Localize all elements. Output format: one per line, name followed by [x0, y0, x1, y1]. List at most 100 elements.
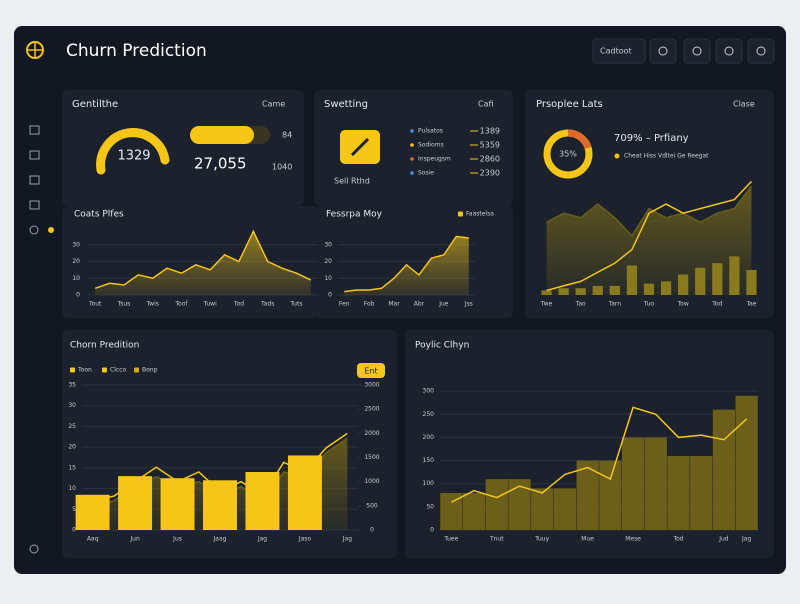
- gauge-value: 1329: [117, 149, 150, 164]
- active-dot: [48, 227, 54, 233]
- bar: [245, 472, 280, 530]
- app-title: Churn Prediction: [66, 41, 207, 61]
- bar: [735, 395, 758, 530]
- row-label: Inspeugsm: [418, 156, 451, 163]
- bar: [287, 455, 322, 530]
- y-tick-label: 150: [423, 457, 435, 464]
- y2-tick-label: 2500: [364, 406, 379, 413]
- x-tick-label: Mue: [581, 536, 594, 543]
- total: 27,055: [194, 155, 247, 173]
- x-tick-label: Fob: [364, 301, 375, 308]
- legend-text: Cheat Hiss Vdltei Ge Reegat: [624, 153, 709, 160]
- y-tick-label: 100: [423, 480, 435, 487]
- x-tick-label: Jaag: [213, 536, 227, 543]
- dropdown[interactable]: Came: [262, 100, 285, 109]
- icon: [724, 46, 734, 56]
- x-tick-label: Tod: [233, 301, 244, 308]
- nav-icon[interactable]: [29, 150, 40, 160]
- x-tick-label: Mese: [625, 536, 641, 543]
- sidebar: [29, 125, 40, 554]
- bar: [643, 283, 655, 295]
- x-tick-label: Jag: [257, 536, 267, 543]
- bar: [440, 492, 463, 530]
- panel-title: Gentilthe: [72, 99, 118, 110]
- bar: [678, 274, 689, 295]
- header-button[interactable]: [592, 38, 646, 64]
- chip[interactable]: [357, 363, 385, 378]
- stat: 1040: [272, 163, 292, 172]
- x-tick-label: Jud: [718, 536, 729, 543]
- y-tick-label: 0: [430, 527, 434, 534]
- area-line: [344, 235, 469, 293]
- bar: [558, 288, 569, 295]
- bar: [575, 288, 586, 295]
- area-line: [94, 229, 312, 290]
- nav-icon[interactable]: [29, 200, 40, 210]
- x-tick-label: Tuts: [289, 301, 302, 308]
- legend-dot: [614, 153, 620, 159]
- chart-title: Chorn Predition: [70, 341, 139, 351]
- legend-swatch: [134, 367, 139, 373]
- y-tick-label: 30: [68, 402, 76, 409]
- nav-icon[interactable]: [29, 175, 40, 185]
- x-tick-label: Tnut: [489, 536, 504, 543]
- y-tick-label: 250: [423, 411, 435, 418]
- x-tick-label: Mar: [388, 301, 400, 308]
- icon: [756, 46, 766, 56]
- row-value: 1389: [480, 127, 500, 136]
- legend-swatch: [102, 367, 107, 373]
- bar: [729, 256, 740, 295]
- x-tick-label: Tout: [88, 301, 102, 308]
- y-tick-label: 10: [72, 275, 80, 282]
- icon-button[interactable]: [683, 38, 711, 64]
- x-tick-label: Jag: [342, 536, 352, 543]
- bar: [462, 492, 486, 530]
- row-label: Sodioms: [418, 142, 444, 149]
- nav-icon[interactable]: [29, 125, 40, 135]
- x-tick-label: Jun: [129, 536, 140, 543]
- y-tick-label: 50: [426, 503, 434, 510]
- row-dot: [410, 157, 414, 161]
- line: [451, 406, 748, 503]
- x-tick-label: Toof: [174, 301, 188, 308]
- dropdown[interactable]: Cafi: [478, 100, 494, 109]
- y2-tick-label: 2000: [364, 430, 379, 437]
- line: [92, 432, 348, 502]
- y-tick-label: 35: [68, 382, 76, 389]
- icon-button[interactable]: [747, 38, 775, 64]
- row-value: 5359: [480, 141, 500, 150]
- x-tick-label: Tow: [677, 301, 689, 308]
- gauge: [96, 128, 170, 175]
- bar: [712, 263, 723, 295]
- donut-label: 35%: [559, 150, 577, 159]
- bar: [75, 494, 110, 530]
- icon-button[interactable]: [715, 38, 743, 64]
- nav-icon[interactable]: [29, 225, 39, 235]
- x-tick-label: Jus: [172, 536, 182, 543]
- y2-tick-label: 0: [370, 527, 374, 534]
- legend-label: Clcco: [110, 367, 126, 374]
- bar: [508, 479, 531, 530]
- nav-icon[interactable]: [29, 544, 39, 554]
- header-button-label[interactable]: Cadtoot: [600, 47, 632, 56]
- x-tick-label: Tarn: [608, 301, 622, 308]
- y-tick-label: 25: [68, 423, 76, 430]
- y2-tick-label: 1000: [364, 478, 379, 485]
- y-tick-label: 0: [328, 292, 332, 299]
- bar: [626, 265, 638, 295]
- x-tick-label: Tuwi: [203, 301, 217, 308]
- bar: [599, 460, 622, 530]
- dropdown[interactable]: Clase: [733, 100, 755, 109]
- y-tick-label: 0: [76, 292, 80, 299]
- area-fill: [95, 231, 311, 295]
- icon-button[interactable]: [649, 38, 677, 64]
- x-tick-label: Tod: [672, 536, 683, 543]
- chip-label[interactable]: Ent: [364, 367, 377, 376]
- legend-swatch: [70, 367, 75, 373]
- panel: [62, 90, 304, 206]
- y-tick-label: 20: [324, 258, 332, 265]
- y2-tick-label: 3000: [364, 382, 379, 389]
- y2-tick-label: 500: [366, 502, 378, 509]
